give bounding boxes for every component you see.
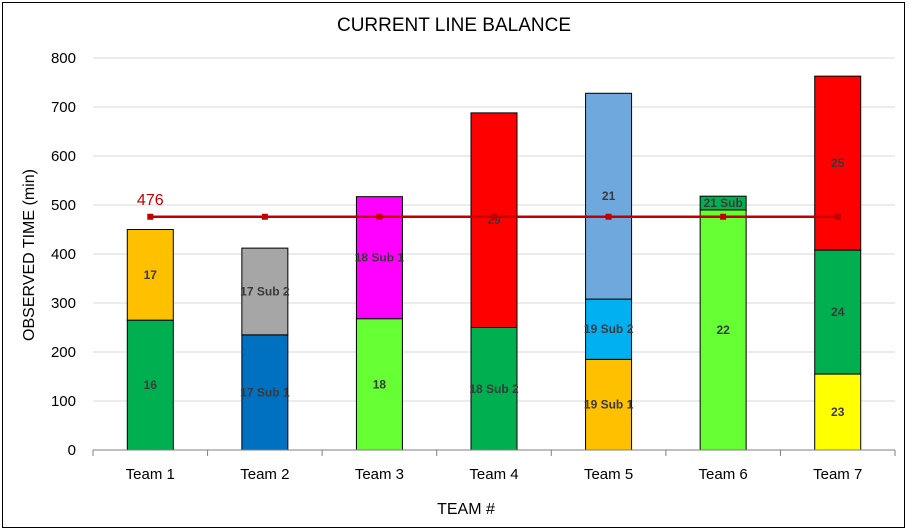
x-axis-title: TEAM # xyxy=(437,501,495,518)
reference-marker xyxy=(720,213,727,220)
y-tick-label: 200 xyxy=(51,344,76,361)
x-tick-label: Team 2 xyxy=(240,466,289,483)
reference-line-label: 476 xyxy=(137,192,164,209)
y-tick-label: 400 xyxy=(51,246,76,263)
bar-segment-label: 24 xyxy=(831,305,845,319)
bar-segment xyxy=(814,75,862,251)
bar-segment xyxy=(814,249,862,375)
bar-segment xyxy=(814,373,862,451)
bar-segment xyxy=(241,247,289,336)
bar-segment-label: 18 xyxy=(373,377,387,391)
reference-marker xyxy=(147,213,154,220)
x-tick-label: Team 6 xyxy=(699,466,748,483)
bar-segment-label: 16 xyxy=(144,378,158,392)
bar-segment-label: 21 xyxy=(602,189,616,203)
bar-segment xyxy=(585,92,633,300)
y-tick-label: 800 xyxy=(51,50,76,67)
bar-segment xyxy=(470,327,518,451)
y-tick-label: 600 xyxy=(51,148,76,165)
bar-segment-label: 18 Sub 2 xyxy=(469,382,519,396)
bar-segment xyxy=(470,112,518,328)
bar-segment xyxy=(699,209,747,451)
reference-marker xyxy=(605,213,612,220)
bar-segment xyxy=(699,195,747,211)
y-tick-label: 500 xyxy=(51,197,76,214)
y-axis-title: OBSERVED TIME (min) xyxy=(21,169,38,341)
reference-line-group: 476 xyxy=(137,192,841,220)
y-tick-label: 100 xyxy=(51,393,76,410)
bar-segment xyxy=(241,334,289,451)
bar-segment-label: 22 xyxy=(716,323,730,337)
bar-segment xyxy=(126,229,174,321)
reference-marker xyxy=(491,213,497,220)
bar-segment xyxy=(126,319,174,451)
bar-segment-label: 18 Sub 1 xyxy=(355,251,405,265)
x-tick-label: Team 3 xyxy=(355,466,404,483)
x-tick-label: Team 1 xyxy=(126,466,175,483)
bar-segment-label: 19 Sub 1 xyxy=(584,398,634,412)
x-tick-label: Team 4 xyxy=(469,466,518,483)
y-tick-label: 0 xyxy=(68,442,76,459)
bar-segment-label: 25 xyxy=(831,156,845,170)
x-tick-label: Team 5 xyxy=(584,466,633,483)
bar-segment-label: 19 Sub 2 xyxy=(584,322,634,336)
bar-segment-label: 17 Sub 1 xyxy=(240,385,290,399)
reference-marker xyxy=(261,213,268,220)
bar-segment-label: 17 Sub 2 xyxy=(240,284,290,298)
axes: 0 100 200 300 400 500 600 700 800 Team 1 Team 2 Tea… xyxy=(51,50,896,483)
reference-marker xyxy=(376,213,383,220)
reference-marker xyxy=(834,213,841,220)
bar-segment-label: 21 Sub xyxy=(703,196,742,210)
y-tick-label: 300 xyxy=(51,295,76,312)
bar-segment-label: 17 xyxy=(144,268,158,282)
bar-segment-label: 23 xyxy=(831,405,845,419)
bar-segment xyxy=(585,298,633,360)
y-tick-label: 700 xyxy=(51,99,76,116)
bar-segment xyxy=(585,358,633,451)
chart-title: CURRENT LINE BALANCE xyxy=(337,15,571,36)
x-tick-label: Team 7 xyxy=(813,466,862,483)
